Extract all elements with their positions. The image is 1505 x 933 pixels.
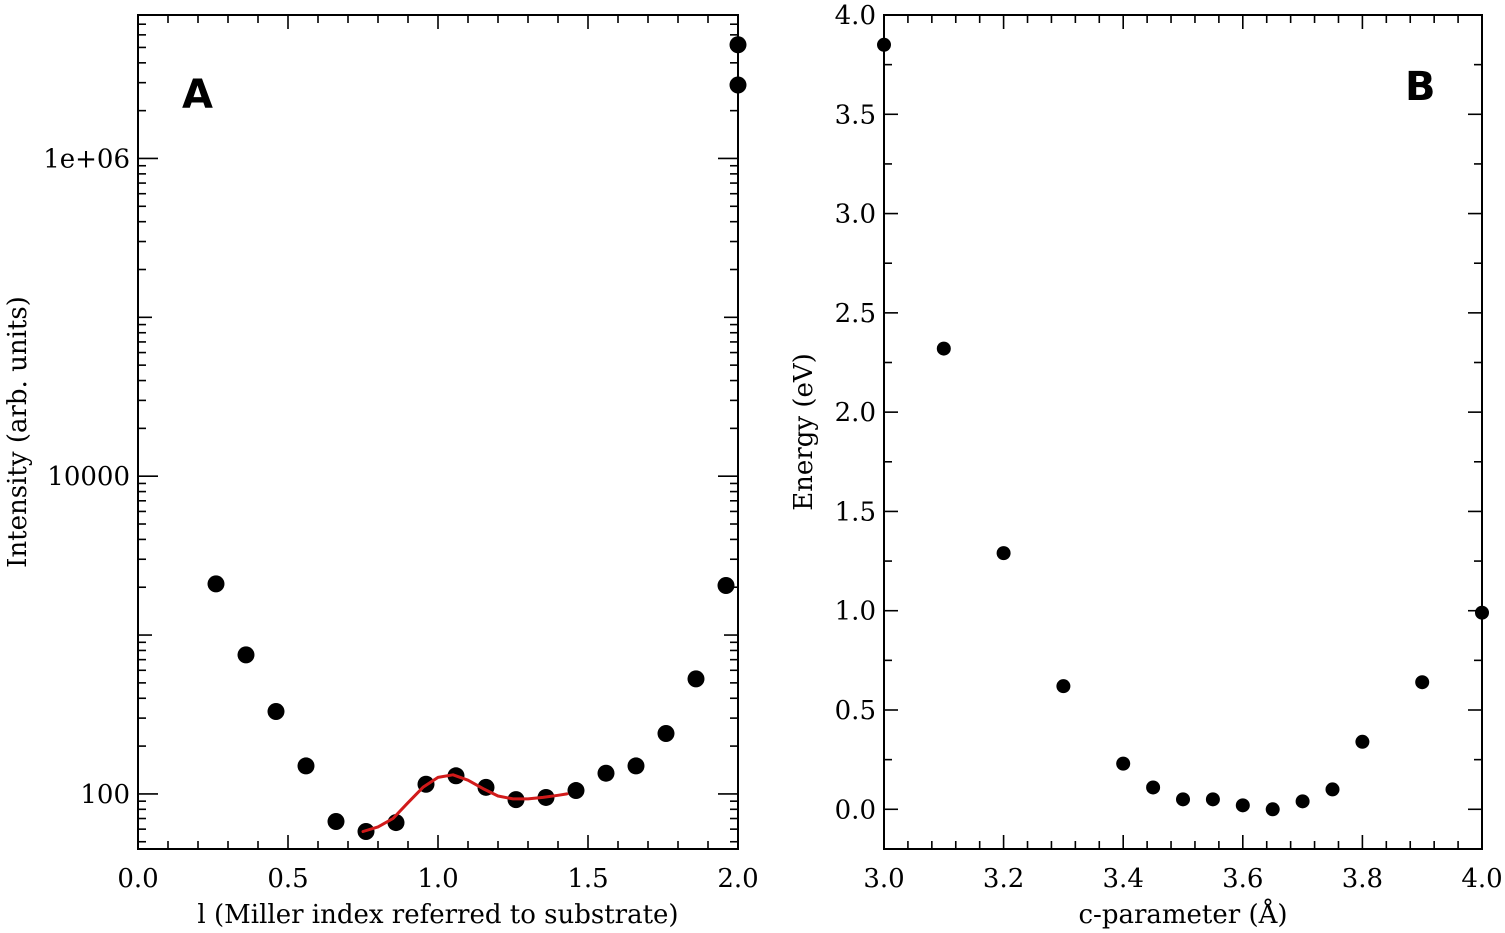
data-point [1295,794,1310,809]
x-tick-label: 2.0 [717,864,758,894]
x-tick-label: 3.0 [863,864,904,894]
y-tick-label: 10000 [47,462,130,492]
x-tick-label: 1.0 [417,864,458,894]
data-point [627,757,645,775]
y-tick-label: 100 [80,780,130,810]
x-tick-label: 3.6 [1222,864,1263,894]
data-point [327,813,345,831]
x-tick-label: 3.2 [983,864,1024,894]
data-point [729,36,747,54]
data-point [1325,782,1340,797]
data-point [657,725,675,743]
y-tick-label: 3.0 [835,200,876,230]
data-point [207,575,225,593]
y-axis-label: Energy (eV) [789,353,819,511]
y-axis-label: Intensity (arb. units) [3,296,33,568]
data-point [237,646,255,664]
y-tick-label: 3.5 [835,100,876,130]
data-point [1265,802,1280,817]
x-tick-label: 0.0 [117,864,158,894]
data-point [729,76,747,94]
y-tick-label: 4.0 [835,1,876,31]
data-point [1355,734,1370,749]
x-tick-label: 3.4 [1103,864,1144,894]
data-point [1415,675,1430,690]
data-point [1475,605,1489,620]
data-point [1056,679,1071,694]
x-tick-label: 4.0 [1461,864,1502,894]
data-point [1116,756,1131,771]
fit-curve [361,773,569,833]
y-tick-label: 2.5 [835,299,876,329]
data-point [297,757,315,775]
data-point [1146,780,1161,795]
data-point [877,37,891,52]
data-point [267,703,285,721]
data-point [687,670,705,688]
data-point [936,341,951,356]
x-tick-label: 3.8 [1342,864,1383,894]
x-axis-label: l (Miller index referred to substrate) [197,900,678,930]
data-point [1205,792,1220,807]
data-point [597,764,615,782]
data-point [996,546,1011,561]
y-tick-label: 0.5 [835,696,876,726]
data-point [717,577,735,595]
y-tick-label: 1.5 [835,497,876,527]
panel-letter: B [1405,64,1436,110]
panel-b-energy-plot: 3.0 3.2 3.4 3.6 3.8 4.0 0.0 0.5 1.0 1.5 2.0 2.5 3.0 3… [789,1,1503,930]
y-tick-label: 1e+06 [43,144,130,174]
panel-a-intensity-plot: 0.0 0.5 1.0 1.5 2.0 100 10000 1e+06 l (Miller in… [3,14,759,930]
x-axis-label: c-parameter (Å) [1078,898,1287,930]
plot-frame [883,14,1483,850]
y-tick-label: 1.0 [835,597,876,627]
plot-frame [137,14,739,850]
data-point [1176,792,1190,807]
x-tick-label: 0.5 [267,864,308,894]
data-point [567,782,585,800]
panel-letter: A [182,72,213,118]
data-point [1235,798,1250,813]
x-tick-label: 1.5 [567,864,608,894]
y-tick-label: 0.0 [835,795,876,825]
y-tick-label: 2.0 [835,398,876,428]
